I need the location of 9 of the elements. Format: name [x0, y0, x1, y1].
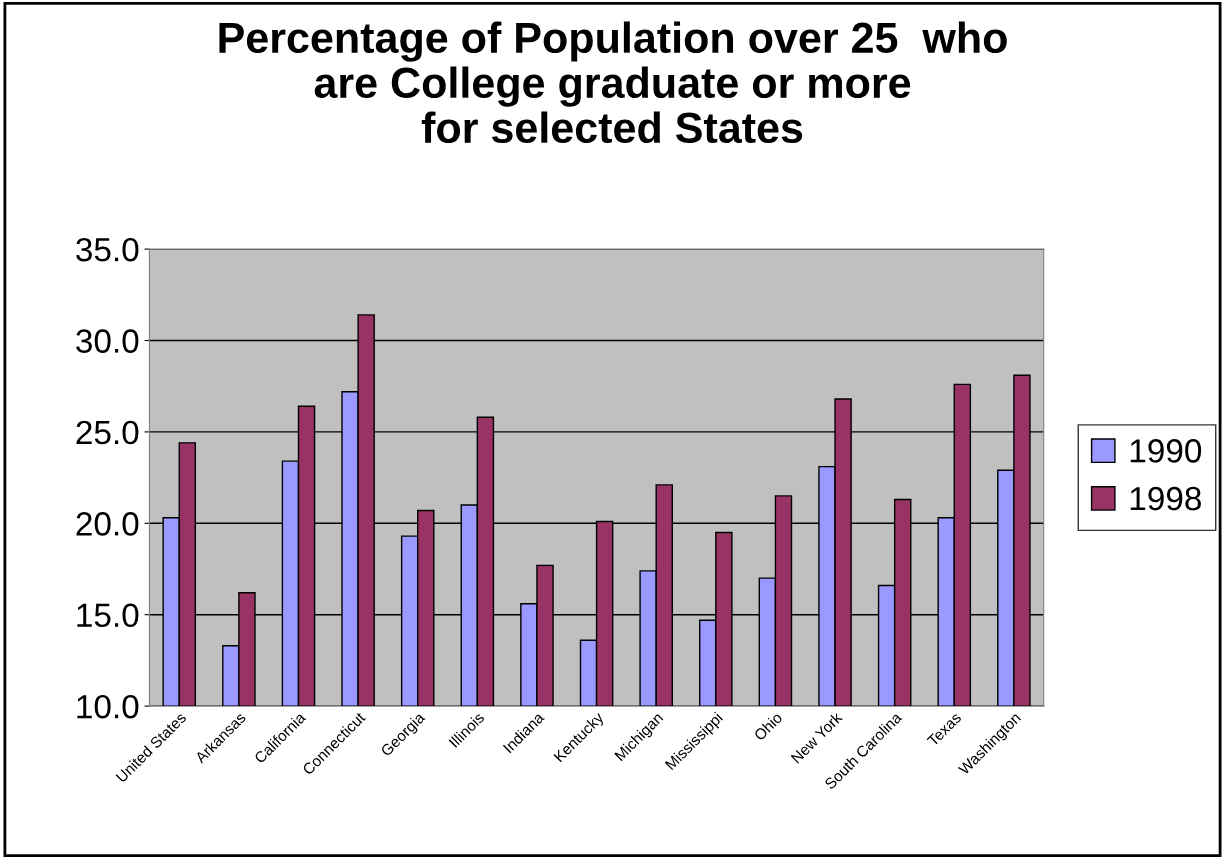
legend-label: 1998: [1130, 486, 1201, 511]
y-tick-label: 25.0: [76, 420, 139, 445]
chart-title: Percentage of Population over 25 who are College graduate or more for selected States: [219, 21, 1007, 144]
legend-label: 1990: [1130, 439, 1202, 463]
y-tick-label: 10.0: [77, 694, 139, 719]
y-tick-label: 30.0: [76, 329, 139, 353]
y-tick-label: 15.0: [77, 603, 139, 628]
y-tick-label: 35.0: [76, 237, 139, 262]
y-tick-label: 20.0: [76, 512, 139, 536]
